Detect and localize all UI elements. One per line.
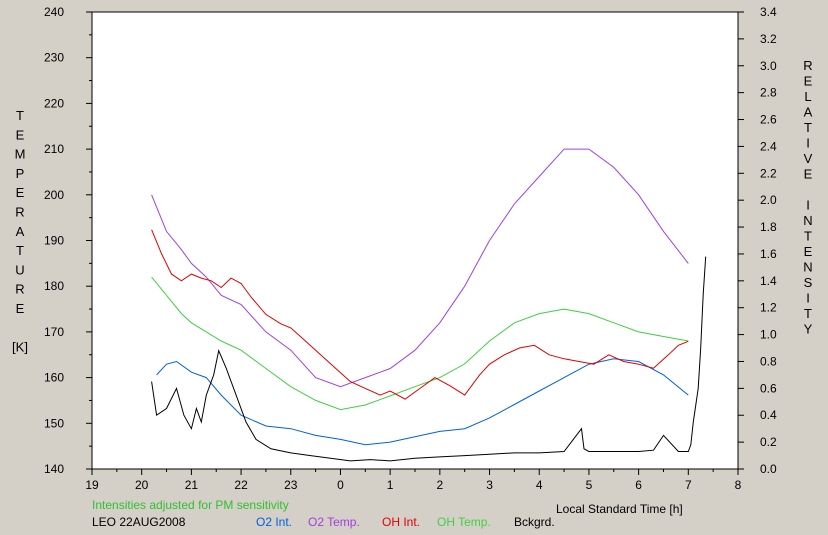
y-right-title-char: E [804, 244, 813, 259]
y-left-tick-label: 180 [44, 279, 64, 293]
axis-layer: 19 20 21 22 23 0 1 2 3 4 5 6 7 8140150160170180190200… [12, 5, 813, 492]
y-right-title-char: I [806, 198, 810, 213]
y-right-tick-label: 0.6 [760, 381, 777, 395]
y-right-title-char: T [804, 120, 812, 135]
y-right-tick-label: 2.4 [760, 139, 777, 153]
y-left-title-char: T [16, 243, 24, 258]
x-tick-label: 3 [486, 478, 493, 492]
pm-sensitivity-note: Intensities adjusted for PM sensitivity [92, 498, 289, 512]
y-left-title-char: T [16, 108, 24, 123]
y-left-tick-label: 240 [44, 5, 64, 19]
x-tick-label: 2 [437, 478, 444, 492]
x-tick-label: 5 [586, 478, 593, 492]
y-left-title-char: P [16, 166, 25, 181]
y-right-title-char: S [804, 275, 813, 290]
y-right-title-char: I [806, 136, 810, 151]
y-right-tick-label: 0.8 [760, 354, 777, 368]
y-left-tick-label: 140 [44, 462, 64, 476]
x-tick-label: 23 [284, 478, 298, 492]
y-right-title-char: V [804, 151, 813, 166]
y-left-tick-label: 230 [44, 51, 64, 65]
y-left-title-char: R [15, 205, 24, 220]
legend-entry-bckgrd: Bckgrd. [514, 515, 555, 529]
legend: O2 Int. O2 Temp. OH Int. OH Temp. Bckgrd. [256, 515, 555, 529]
x-tick-label: 8 [735, 478, 742, 492]
y-left-title-char: M [15, 147, 26, 162]
y-right-tick-label: 1.0 [760, 328, 777, 342]
x-tick-label: 20 [135, 478, 149, 492]
x-tick-label: 0 [337, 478, 344, 492]
x-tick-label: 21 [185, 478, 199, 492]
y-right-title-char: T [804, 306, 812, 321]
y-left-tick-label: 200 [44, 188, 64, 202]
y-left-tick-label: 150 [44, 416, 64, 430]
legend-entry-oh-int: OH Int. [382, 515, 420, 529]
x-tick-label: 19 [85, 478, 99, 492]
x-axis-title: Local Standard Time [h] [556, 502, 683, 516]
y-left-tick-label: 190 [44, 234, 64, 248]
plot-area [91, 11, 739, 470]
y-left-tick-label: 170 [44, 325, 64, 339]
x-tick-label: 4 [536, 478, 543, 492]
x-tick-label: 7 [685, 478, 692, 492]
series-line-o2-temp [151, 148, 689, 388]
legend-entry-oh-temp: OH Temp. [437, 515, 491, 529]
y-left-title-char: R [15, 282, 24, 297]
series-line-oh-temp [151, 276, 689, 411]
y-right-title-char: E [804, 167, 813, 182]
y-right-tick-label: 3.2 [760, 32, 777, 46]
y-right-tick-label: 1.6 [760, 247, 777, 261]
y-left-title-char: E [16, 185, 25, 200]
series-line-bckgrd [151, 256, 707, 462]
y-left-tick-label: 220 [44, 96, 64, 110]
y-right-title-char: N [803, 213, 812, 228]
legend-entry-o2-temp: O2 Temp. [308, 515, 360, 529]
station-date-label: LEO 22AUG2008 [92, 515, 186, 529]
legend-entry-o2-int: O2 Int. [256, 515, 292, 529]
y-right-title-char: I [806, 291, 810, 306]
y-left-tick-label: 160 [44, 371, 64, 385]
y-right-title-char: A [804, 105, 813, 120]
y-left-title-char: E [16, 127, 25, 142]
y-right-tick-label: 2.6 [760, 113, 777, 127]
y-left-title-char: [K] [12, 340, 28, 355]
y-right-tick-label: 1.4 [760, 274, 777, 288]
y-right-title-char: R [803, 58, 812, 73]
y-left-title-char: A [16, 224, 25, 239]
y-right-tick-label: 2.8 [760, 86, 777, 100]
y-right-tick-label: 1.8 [760, 220, 777, 234]
y-right-tick-label: 0.0 [760, 462, 777, 476]
y-right-title-char: T [804, 229, 812, 244]
y-right-tick-label: 1.2 [760, 301, 777, 315]
y-right-title-char: E [804, 74, 813, 89]
y-right-title-char: Y [804, 322, 813, 337]
series-layer [151, 148, 707, 462]
x-tick-label: 1 [387, 478, 394, 492]
y-right-tick-label: 0.4 [760, 408, 777, 422]
y-right-tick-label: 2.0 [760, 193, 777, 207]
y-left-title-char: E [16, 301, 25, 316]
y-right-title-char: L [804, 89, 811, 104]
y-right-tick-label: 3.4 [760, 5, 777, 19]
x-tick-label: 22 [234, 478, 248, 492]
y-right-tick-label: 3.0 [760, 59, 777, 73]
y-left-tick-label: 210 [44, 142, 64, 156]
series-line-oh-int [151, 229, 689, 400]
series-line-o2-int [156, 358, 689, 446]
y-left-title-char: U [15, 262, 24, 277]
x-tick-label: 6 [635, 478, 642, 492]
y-right-tick-label: 2.2 [760, 166, 777, 180]
y-right-title-char: N [803, 260, 812, 275]
y-right-tick-label: 0.2 [760, 435, 777, 449]
